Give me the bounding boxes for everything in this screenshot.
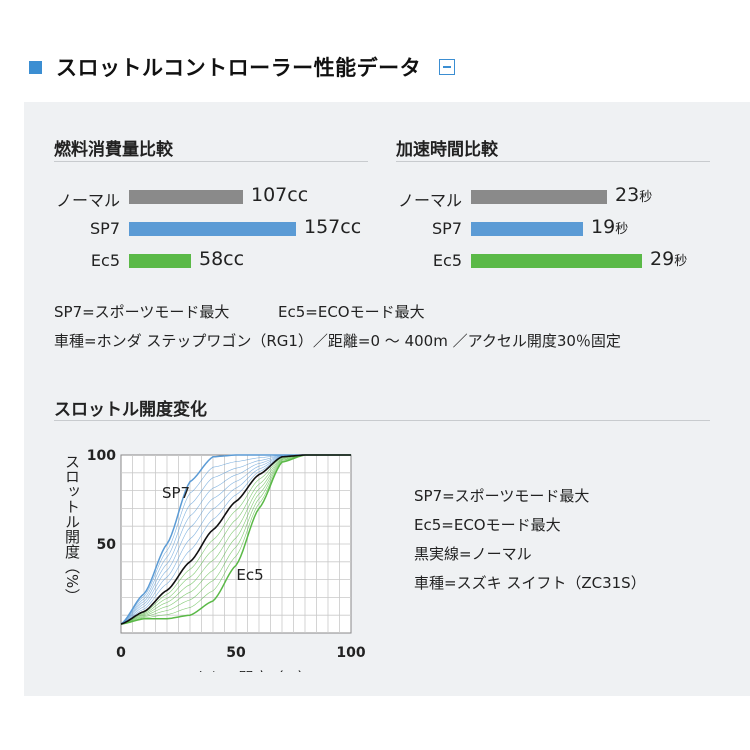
accel-value-1: 19秒 <box>591 216 629 238</box>
y-axis-label: スロットル開度（%） <box>63 454 81 603</box>
throttle-chart: 0 50 100 50 100 アクセル開度（%） スロットル開度（%） SP7 Ec5 <box>63 448 366 672</box>
fuel-bar-2 <box>129 254 191 268</box>
fuel-label-0: ノーマル <box>55 191 120 210</box>
throttle-title: スロットル開度変化 <box>54 400 207 420</box>
legend-ec5: Ec5=ECOモード最大 <box>414 516 561 534</box>
collapse-toggle-icon[interactable] <box>439 59 456 75</box>
fuel-value-0: 107cc <box>251 184 309 206</box>
fuel-label-2: Ec5 <box>90 251 120 270</box>
performance-panel: 燃料消費量比較 ノーマル 107cc SP7 157cc Ec5 58cc 加速時間比較 … <box>24 102 750 696</box>
accel-comparison-title: 加速時間比較 <box>396 140 498 160</box>
accel-label-1: SP7 <box>432 219 462 238</box>
fuel-bar-0 <box>129 190 243 204</box>
fuel-comparison-title: 燃料消費量比較 <box>54 140 173 160</box>
y-tick-label: 100 <box>87 448 116 464</box>
legend-sp7: SP7=スポーツモード最大 <box>414 487 590 505</box>
accel-bar-0 <box>471 190 607 204</box>
fuel-title-divider <box>54 161 368 162</box>
accel-value-0: 23秒 <box>615 184 653 206</box>
x-axis-label: アクセル開度（%） <box>179 669 313 672</box>
accel-bar-2 <box>471 254 642 268</box>
square-bullet-icon <box>29 60 42 74</box>
note-vehicle: 車種=ホンダ ステップワゴン（RG1）／距離=0 ～ 400m ／アクセル開度3… <box>54 332 621 350</box>
y-tick-label: 50 <box>97 537 117 553</box>
page-title: スロットルコントローラー性能データ <box>56 56 422 80</box>
accel-title-divider <box>396 161 710 162</box>
annotation-sp7: SP7 <box>162 484 190 502</box>
fuel-value-1: 157cc <box>304 216 362 238</box>
section-header: スロットルコントローラー性能データ <box>29 52 456 82</box>
fuel-value-2: 58cc <box>199 248 245 270</box>
note-ec5: Ec5=ECOモード最大 <box>278 303 425 321</box>
x-tick-label: 100 <box>336 645 365 661</box>
x-tick-label: 50 <box>226 645 246 661</box>
annotation-ec5: Ec5 <box>236 566 263 584</box>
fuel-label-1: SP7 <box>90 219 120 238</box>
legend-vehicle: 車種=スズキ スイフト（ZC31S） <box>414 574 646 592</box>
throttle-title-divider <box>54 420 710 421</box>
accel-value-2: 29秒 <box>650 248 688 270</box>
accel-bar-1 <box>471 222 583 236</box>
accel-label-2: Ec5 <box>432 251 462 270</box>
x-tick-label: 0 <box>116 645 126 661</box>
legend-normal: 黒実線=ノーマル <box>414 545 532 563</box>
accel-label-0: ノーマル <box>397 191 462 210</box>
note-sp7: SP7=スポーツモード最大 <box>54 303 230 321</box>
series-normal-line <box>120 454 351 625</box>
fuel-bar-1 <box>129 222 296 236</box>
